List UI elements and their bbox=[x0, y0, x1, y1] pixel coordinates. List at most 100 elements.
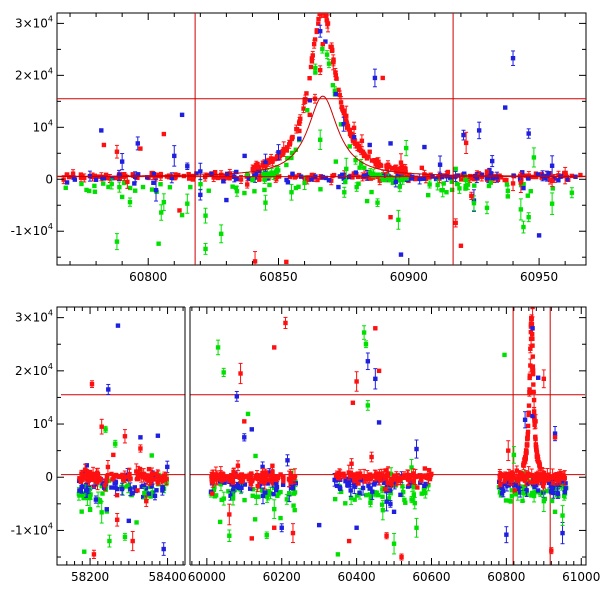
season-point bbox=[146, 476, 151, 481]
peak-point bbox=[273, 156, 278, 161]
blue-point bbox=[198, 169, 203, 174]
blue-baseline-point bbox=[323, 175, 329, 181]
peak-point bbox=[359, 148, 364, 153]
season-point bbox=[164, 476, 169, 481]
season-point bbox=[162, 474, 167, 479]
green-point bbox=[159, 210, 164, 215]
season-point bbox=[405, 476, 411, 482]
season-point bbox=[522, 476, 527, 482]
season-point bbox=[231, 488, 236, 493]
blue-baseline-point bbox=[290, 171, 295, 176]
green-point bbox=[103, 427, 108, 432]
season-point bbox=[141, 484, 146, 489]
peak-point bbox=[531, 409, 537, 414]
blue-baseline-point bbox=[556, 178, 561, 183]
red-point bbox=[138, 446, 143, 451]
season-point bbox=[127, 472, 132, 477]
peak-point bbox=[341, 110, 347, 116]
blue-point bbox=[179, 112, 185, 118]
season-point bbox=[395, 478, 400, 484]
season-point bbox=[423, 490, 428, 496]
green-point bbox=[134, 520, 139, 525]
green-peak-point bbox=[326, 61, 332, 66]
green-baseline-point bbox=[343, 179, 348, 185]
red-point bbox=[376, 368, 382, 374]
peak-point bbox=[526, 410, 531, 415]
season-point bbox=[268, 490, 273, 496]
green-point bbox=[302, 180, 307, 186]
green-point bbox=[215, 345, 221, 350]
season-point bbox=[291, 503, 296, 508]
season-point bbox=[525, 471, 530, 476]
green-point bbox=[484, 205, 490, 211]
season-point bbox=[348, 488, 353, 493]
red-point bbox=[297, 128, 302, 134]
green-point bbox=[132, 188, 138, 193]
baseline-point bbox=[329, 178, 334, 183]
season-point bbox=[343, 478, 348, 484]
season-point bbox=[563, 481, 568, 486]
season-point bbox=[210, 491, 215, 496]
red-point bbox=[351, 125, 357, 131]
red-point bbox=[384, 533, 389, 538]
season-point bbox=[498, 482, 503, 488]
green-point bbox=[114, 239, 120, 244]
season-point bbox=[370, 489, 375, 494]
blue-point bbox=[376, 420, 382, 425]
season-point bbox=[529, 490, 535, 496]
green-point bbox=[333, 159, 339, 164]
blue-point bbox=[279, 525, 284, 530]
green-baseline-point bbox=[342, 190, 347, 195]
season-point bbox=[155, 475, 160, 480]
season-point bbox=[524, 488, 529, 493]
green-point bbox=[363, 342, 369, 347]
season-point bbox=[263, 476, 268, 481]
season-point bbox=[106, 478, 112, 483]
season-point bbox=[380, 494, 385, 499]
season-point bbox=[333, 478, 339, 483]
red-point bbox=[263, 164, 268, 169]
season-point bbox=[562, 490, 567, 495]
season-point bbox=[228, 493, 233, 498]
peak-point bbox=[529, 321, 535, 327]
season-point bbox=[260, 470, 265, 476]
baseline-point bbox=[276, 173, 282, 179]
baseline-point bbox=[504, 177, 509, 183]
baseline-point bbox=[106, 175, 111, 181]
green-peak-point bbox=[338, 122, 344, 127]
green-peak-point bbox=[394, 175, 399, 181]
season-point bbox=[230, 480, 236, 486]
peak-point bbox=[322, 8, 326, 12]
season-point bbox=[91, 477, 97, 483]
red-point bbox=[549, 178, 555, 184]
season-point bbox=[292, 474, 298, 479]
season-point bbox=[500, 474, 506, 479]
y-tick-label: 0 bbox=[45, 470, 53, 484]
season-point bbox=[540, 483, 546, 489]
season-point bbox=[503, 498, 509, 503]
season-point bbox=[361, 473, 367, 479]
x-tick-label: 60800 bbox=[487, 570, 525, 584]
blue-point bbox=[83, 488, 89, 493]
blue-baseline-point bbox=[93, 177, 99, 182]
season-point bbox=[248, 481, 253, 487]
season-point bbox=[499, 485, 505, 491]
season-point bbox=[95, 480, 100, 485]
season-point bbox=[522, 486, 527, 492]
blue-baseline-point bbox=[535, 172, 541, 177]
season-point bbox=[149, 453, 154, 458]
green-point bbox=[453, 166, 458, 172]
red-point bbox=[101, 142, 107, 148]
season-point bbox=[504, 476, 509, 481]
green-baseline-point bbox=[488, 180, 494, 185]
peak-point bbox=[284, 148, 289, 153]
season-point bbox=[540, 474, 546, 480]
red-point bbox=[552, 435, 558, 440]
peak-point bbox=[347, 127, 353, 133]
season-point bbox=[531, 493, 537, 499]
season-point bbox=[221, 477, 227, 482]
season-point bbox=[349, 461, 354, 466]
blue-point bbox=[373, 376, 378, 382]
season-point bbox=[105, 464, 111, 470]
peak-point bbox=[309, 59, 315, 64]
